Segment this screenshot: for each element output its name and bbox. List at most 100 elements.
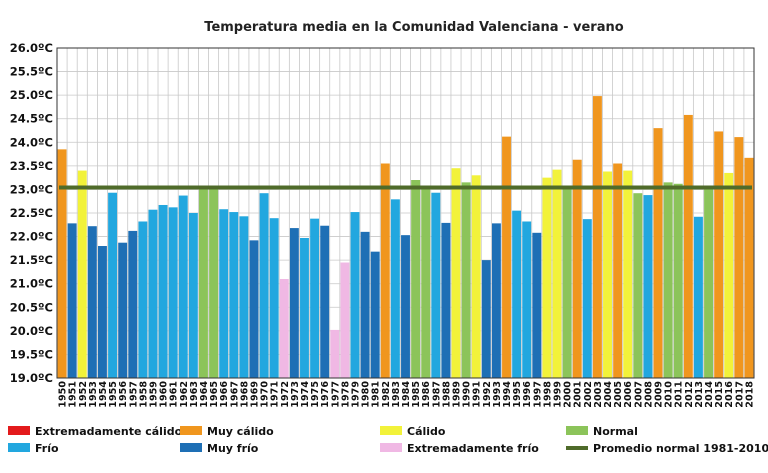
x-tick-label: 1956: [118, 381, 129, 408]
x-tick-label: 1997: [532, 381, 543, 408]
y-tick-label: 22.0ºC: [10, 230, 53, 244]
x-tick-label: 1966: [219, 381, 230, 408]
bar-1976: [320, 225, 330, 378]
x-tick-label: 2009: [654, 381, 665, 408]
x-tick-label: 1965: [209, 381, 220, 408]
legend-label: Normal: [593, 425, 638, 438]
x-tick-label: 1987: [431, 381, 442, 408]
legend-item-ext_frio: Extremadamente frío: [380, 442, 539, 455]
bar-2010: [663, 182, 673, 378]
x-tick-label: 2005: [613, 381, 624, 408]
y-tick-label: 23.0ºC: [10, 182, 53, 196]
x-tick-label: 1999: [553, 381, 564, 408]
y-tick-label: 21.0ºC: [10, 277, 53, 291]
bar-1954: [98, 246, 107, 378]
bar-2018: [744, 157, 754, 378]
x-tick-label: 1955: [108, 381, 119, 408]
x-tick-label: 1978: [340, 381, 351, 408]
x-tick-label: 1959: [148, 381, 159, 408]
bar-1968: [239, 216, 249, 378]
bar-2005: [613, 163, 623, 378]
bar-1981: [370, 251, 380, 378]
x-tick-label: 1969: [249, 381, 260, 408]
x-tick-label: 1984: [401, 381, 412, 408]
x-tick-label: 2002: [583, 381, 594, 408]
x-tick-label: 2018: [744, 381, 755, 408]
x-tick-label: 1971: [270, 381, 281, 408]
y-tick-label: 25.0ºC: [10, 88, 53, 102]
x-tick-label: 2012: [684, 381, 695, 408]
bar-1978: [340, 262, 350, 378]
bar-1973: [289, 228, 299, 378]
bar-1963: [188, 213, 198, 378]
bar-2016: [724, 172, 734, 378]
bar-1955: [108, 192, 118, 378]
y-tick-label: 24.0ºC: [10, 135, 53, 149]
x-tick-label: 2003: [593, 381, 604, 408]
x-tick-label: 2017: [734, 381, 745, 408]
bar-1985: [411, 180, 421, 378]
bar-2006: [623, 170, 633, 378]
legend-label: Promedio normal 1981-2010: [593, 442, 768, 455]
x-tick-label: 1994: [502, 381, 513, 408]
bar-1982: [380, 163, 390, 378]
x-tick-label: 2013: [694, 381, 705, 408]
y-tick-label: 21.5ºC: [10, 253, 53, 267]
y-axis-ticks: 26.0ºC 25.5ºC 25.0ºC 24.5ºC 24.0ºC 23.5ºC 23.0…: [10, 41, 53, 385]
x-tick-label: 1993: [492, 381, 503, 408]
legend-label: Cálido: [407, 425, 446, 438]
x-tick-label: 1957: [128, 381, 139, 408]
bar-2004: [603, 171, 612, 378]
bar-2009: [653, 128, 663, 378]
x-tick-label: 2007: [633, 381, 644, 408]
bar-1988: [441, 222, 451, 378]
x-tick-label: 1951: [68, 381, 79, 408]
x-tick-label: 1983: [391, 381, 402, 408]
x-tick-label: 1953: [88, 381, 99, 408]
bar-1971: [269, 218, 279, 378]
bar-1987: [431, 192, 441, 378]
y-tick-label: 20.0ºC: [10, 324, 53, 338]
bar-1996: [522, 221, 532, 378]
x-tick-label: 2015: [714, 381, 725, 408]
x-tick-label: 1970: [260, 381, 271, 408]
legend-label: Extremadamente cálido: [35, 425, 183, 438]
y-tick-label: 19.5ºC: [10, 347, 53, 361]
bar-1953: [87, 226, 97, 378]
chart-title: Temperatura media en la Comunidad Valenc…: [204, 20, 623, 35]
bar-1992: [481, 260, 491, 378]
x-tick-label: 2016: [724, 381, 735, 408]
bar-1974: [300, 237, 309, 378]
y-tick-label: 25.5ºC: [10, 65, 53, 79]
x-tick-label: 1995: [512, 381, 523, 408]
bar-2013: [693, 216, 703, 378]
legend-label: Muy frío: [207, 442, 259, 455]
legend-swatch: [8, 443, 30, 452]
y-tick-label: 23.5ºC: [10, 159, 53, 173]
legend-swatch: [8, 426, 30, 435]
y-tick-label: 19.0ºC: [10, 371, 53, 385]
x-tick-label: 1981: [371, 381, 382, 408]
x-tick-label: 1986: [421, 381, 432, 408]
legend-item-promedio: Promedio normal 1981-2010: [566, 442, 768, 455]
bar-1999: [552, 169, 562, 378]
legend-item-muy_calido: Muy cálido: [180, 425, 274, 438]
x-tick-label: 1974: [300, 381, 311, 408]
x-tick-label: 1961: [169, 381, 180, 408]
x-tick-label: 1977: [330, 381, 341, 408]
legend-item-muy_frio: Muy frío: [180, 442, 259, 455]
x-tick-label: 1996: [522, 381, 533, 408]
x-tick-label: 1952: [78, 381, 89, 408]
bar-1991: [471, 175, 481, 378]
bar-2001: [572, 159, 582, 378]
legend-label: Frío: [35, 442, 59, 455]
x-tick-label: 1950: [58, 381, 69, 408]
x-tick-label: 1990: [462, 381, 473, 408]
y-tick-label: 24.5ºC: [10, 112, 53, 126]
bar-1980: [360, 231, 370, 378]
x-tick-label: 1979: [350, 381, 361, 408]
legend: Extremadamente cálido Muy cálido Cálido Nor…: [8, 425, 768, 455]
bar-2007: [633, 193, 643, 378]
bar-1951: [67, 223, 77, 378]
